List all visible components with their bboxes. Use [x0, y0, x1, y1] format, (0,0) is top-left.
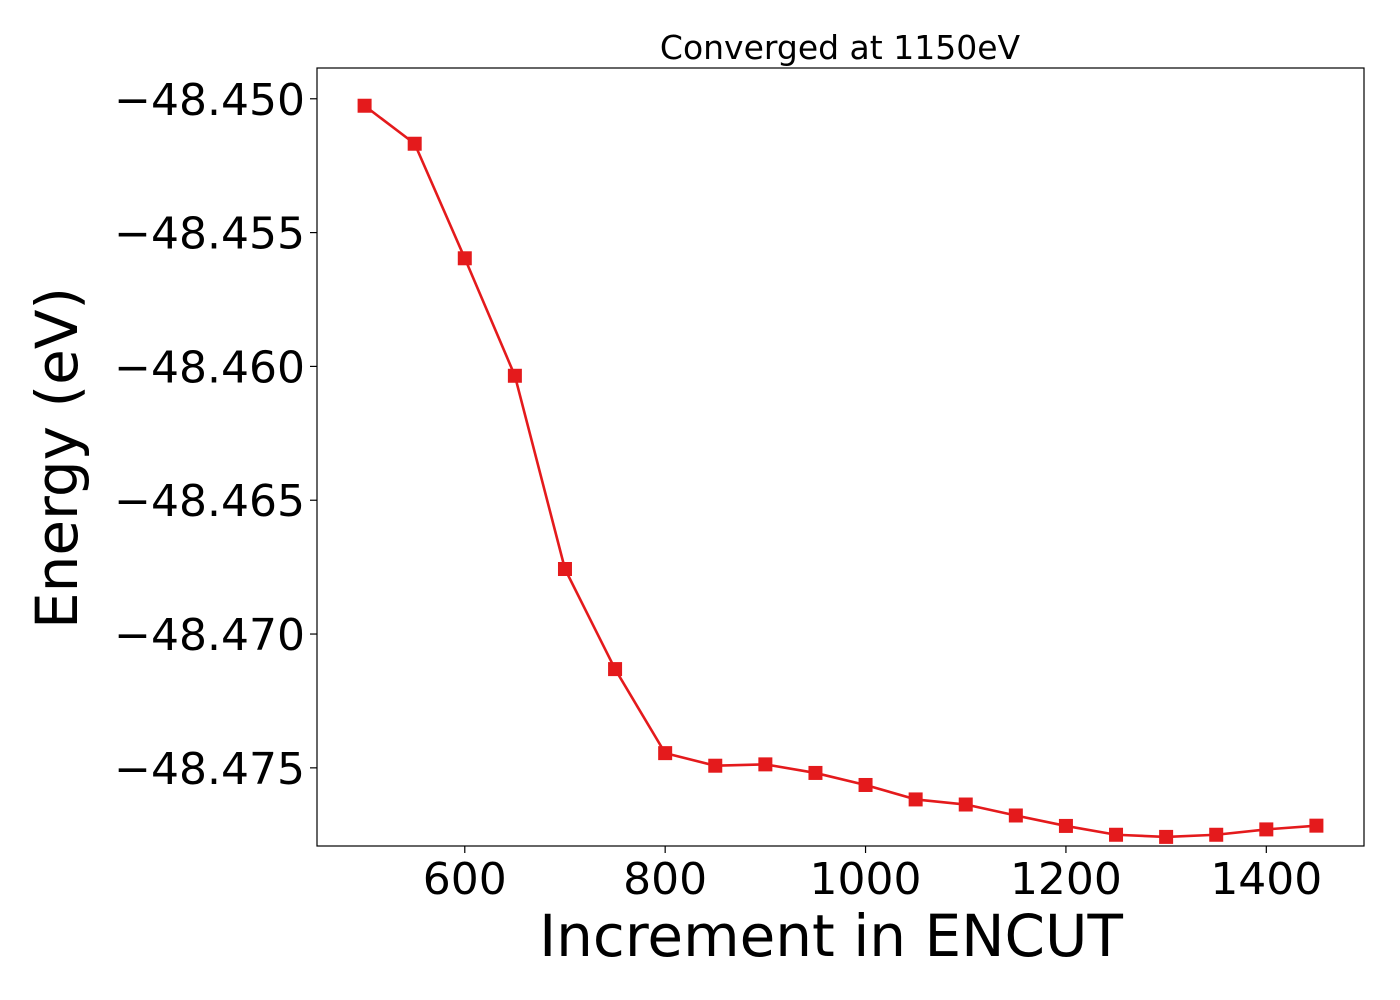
x-tick-label: 600: [423, 854, 507, 905]
data-point-marker: [1008, 808, 1023, 823]
data-point-marker: [958, 797, 973, 812]
data-point-marker: [557, 562, 572, 577]
y-axis-label: Energy (eV): [23, 287, 91, 629]
data-point-marker: [658, 746, 673, 761]
data-point-marker: [1058, 818, 1073, 833]
x-axis-ticks: 600 800 1000 1200 1400: [423, 846, 1322, 905]
chart-title: Converged at 1150eV: [660, 28, 1021, 67]
data-point-marker: [1209, 827, 1224, 842]
data-point-marker: [608, 662, 623, 677]
data-point-marker: [457, 251, 472, 266]
data-point-marker: [908, 792, 923, 807]
x-tick-label: 1400: [1210, 854, 1322, 905]
x-axis-label: Increment in ENCUT: [539, 902, 1123, 970]
x-tick-label: 800: [623, 854, 707, 905]
data-point-marker: [1159, 829, 1174, 844]
data-point-marker: [507, 368, 522, 383]
y-tick-label: −48.455: [114, 209, 305, 260]
data-point-marker: [407, 136, 422, 151]
plot-area-frame: [316, 67, 1365, 847]
series-layer: [357, 98, 1324, 844]
data-point-marker: [858, 777, 873, 792]
y-tick-label: −48.475: [114, 744, 305, 795]
data-point-marker: [357, 98, 372, 113]
series-line: [363, 104, 1317, 839]
data-point-marker: [758, 757, 773, 772]
data-point-marker: [1309, 818, 1324, 833]
data-point-marker: [1109, 827, 1124, 842]
y-tick-label: −48.460: [114, 342, 305, 393]
y-axis-ticks: −48.450 −48.455 −48.460 −48.465 −48.470 −48.4…: [114, 75, 317, 795]
data-point-marker: [1259, 822, 1274, 837]
y-tick-label: −48.450: [114, 75, 305, 126]
y-tick-label: −48.465: [114, 476, 305, 527]
y-tick-label: −48.470: [114, 610, 305, 661]
x-tick-label: 1200: [1010, 854, 1122, 905]
x-tick-label: 1000: [810, 854, 922, 905]
data-point-marker: [708, 758, 723, 773]
data-point-marker: [808, 765, 823, 780]
